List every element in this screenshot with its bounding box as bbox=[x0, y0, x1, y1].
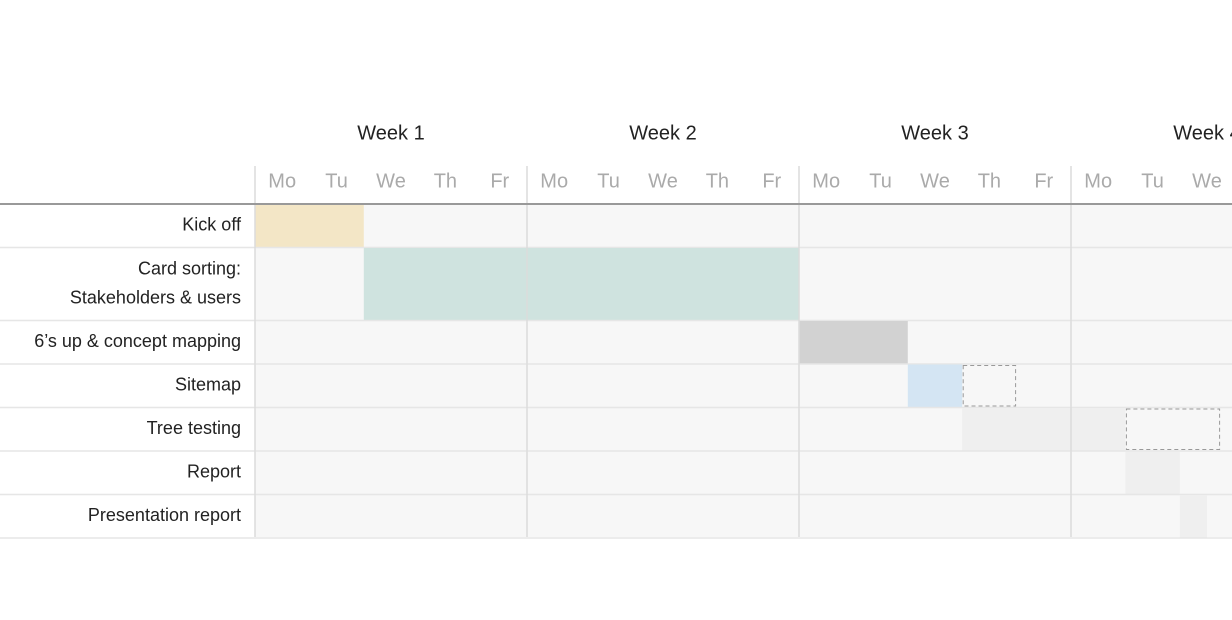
task-label: Presentation report bbox=[88, 505, 241, 525]
week-label: Week 3 bbox=[901, 122, 968, 144]
day-label: We bbox=[920, 170, 950, 192]
planned-bar bbox=[1125, 408, 1221, 450]
task-bar bbox=[799, 321, 908, 364]
task-label: Tree testing bbox=[147, 418, 241, 438]
day-label: We bbox=[376, 170, 406, 192]
task-label: Kick off bbox=[182, 215, 242, 235]
day-label: We bbox=[648, 170, 678, 192]
day-label: Mo bbox=[540, 170, 568, 192]
day-label: Tu bbox=[1141, 170, 1164, 192]
week-label: Week 2 bbox=[629, 122, 696, 144]
task-bar bbox=[363, 248, 799, 320]
day-label: Tu bbox=[597, 170, 620, 192]
task-label: Stakeholders & users bbox=[70, 287, 241, 307]
day-label: Th bbox=[978, 170, 1001, 192]
task-bar bbox=[962, 408, 1126, 451]
planned-bar bbox=[962, 365, 1017, 407]
day-label: Fr bbox=[1034, 170, 1053, 192]
task-bar bbox=[907, 364, 963, 407]
task-label: Sitemap bbox=[175, 375, 241, 395]
day-label: Tu bbox=[869, 170, 892, 192]
task-label: Card sorting: bbox=[138, 258, 241, 278]
task-label: Report bbox=[187, 462, 241, 482]
week-label: Week 1 bbox=[357, 122, 424, 144]
day-label: Th bbox=[706, 170, 729, 192]
task-bar bbox=[1179, 495, 1207, 538]
day-label: Mo bbox=[268, 170, 296, 192]
task-label: 6’s up & concept mapping bbox=[34, 331, 241, 351]
day-label: Th bbox=[434, 170, 457, 192]
day-label: We bbox=[1192, 170, 1222, 192]
day-label: Mo bbox=[812, 170, 840, 192]
day-label: Fr bbox=[490, 170, 509, 192]
day-label: Fr bbox=[762, 170, 781, 192]
task-bar bbox=[1125, 451, 1180, 494]
task-bar bbox=[255, 204, 364, 247]
week-label: Week 4 bbox=[1173, 122, 1232, 144]
day-label: Tu bbox=[325, 170, 348, 192]
day-label: Mo bbox=[1084, 170, 1112, 192]
